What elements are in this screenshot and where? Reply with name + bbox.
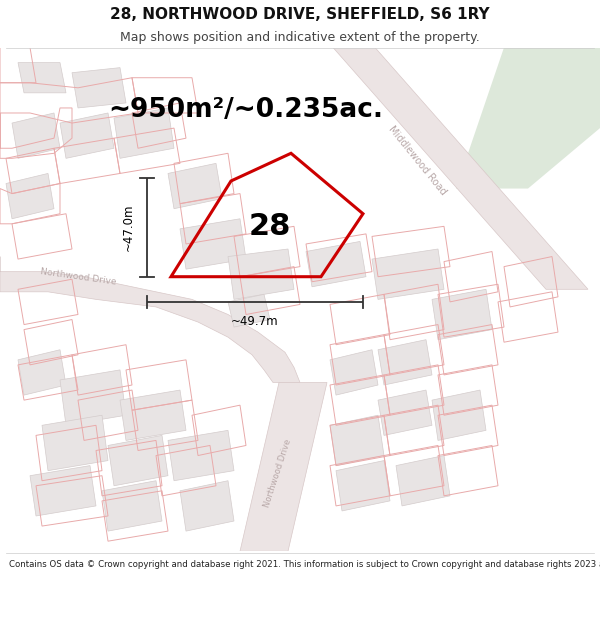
- Polygon shape: [378, 339, 432, 385]
- Polygon shape: [228, 294, 270, 327]
- Polygon shape: [456, 48, 600, 189]
- Polygon shape: [60, 113, 114, 158]
- Polygon shape: [378, 390, 432, 436]
- Text: Middlewood Road: Middlewood Road: [386, 124, 448, 198]
- Polygon shape: [372, 249, 444, 299]
- Text: Contains OS data © Crown copyright and database right 2021. This information is : Contains OS data © Crown copyright and d…: [9, 560, 600, 569]
- Polygon shape: [180, 219, 246, 269]
- Polygon shape: [168, 163, 222, 209]
- Polygon shape: [336, 461, 390, 511]
- Polygon shape: [72, 68, 126, 108]
- Polygon shape: [120, 390, 186, 441]
- Polygon shape: [168, 431, 234, 481]
- Polygon shape: [60, 370, 126, 425]
- Polygon shape: [330, 415, 384, 466]
- Polygon shape: [432, 289, 492, 339]
- Polygon shape: [432, 390, 486, 441]
- Text: Map shows position and indicative extent of the property.: Map shows position and indicative extent…: [120, 31, 480, 44]
- Text: ~49.7m: ~49.7m: [231, 314, 279, 328]
- Polygon shape: [240, 382, 327, 551]
- Text: Northwood Drive: Northwood Drive: [40, 267, 116, 286]
- Text: 28: 28: [249, 212, 291, 241]
- Polygon shape: [102, 481, 162, 531]
- Polygon shape: [330, 350, 378, 395]
- Polygon shape: [306, 241, 366, 287]
- Polygon shape: [18, 350, 66, 395]
- Polygon shape: [18, 62, 66, 93]
- Polygon shape: [228, 249, 294, 299]
- Polygon shape: [180, 481, 234, 531]
- Polygon shape: [114, 108, 174, 158]
- Text: ~950m²/~0.235ac.: ~950m²/~0.235ac.: [109, 98, 383, 124]
- Polygon shape: [42, 415, 108, 471]
- Polygon shape: [396, 456, 450, 506]
- Polygon shape: [6, 173, 54, 219]
- Polygon shape: [30, 466, 96, 516]
- Text: Northwood Drive: Northwood Drive: [262, 438, 293, 509]
- Polygon shape: [12, 113, 60, 158]
- Polygon shape: [108, 436, 168, 486]
- Polygon shape: [333, 48, 588, 289]
- Text: 28, NORTHWOOD DRIVE, SHEFFIELD, S6 1RY: 28, NORTHWOOD DRIVE, SHEFFIELD, S6 1RY: [110, 7, 490, 22]
- Text: ~47.0m: ~47.0m: [121, 204, 134, 251]
- Polygon shape: [0, 256, 300, 382]
